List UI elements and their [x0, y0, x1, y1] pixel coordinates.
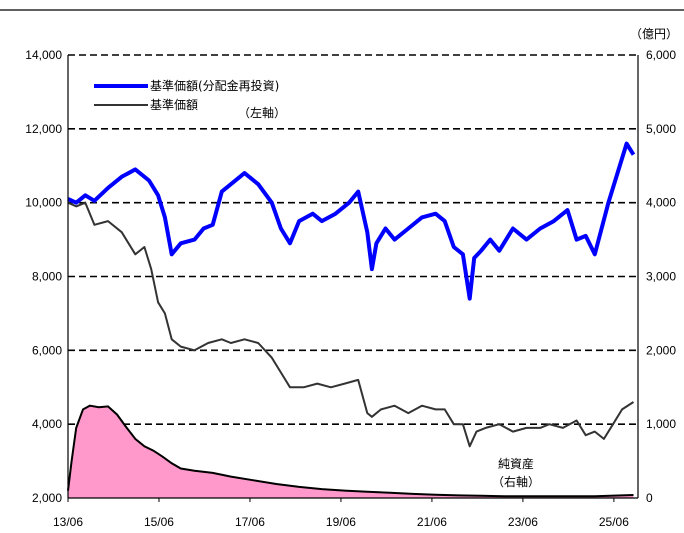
y-right-tick-label: 4,000	[646, 196, 676, 210]
y-right-tick-label: 6,000	[646, 48, 676, 62]
y-right-tick-label: 1,000	[646, 417, 676, 431]
x-tick-label: 19/06	[326, 515, 356, 529]
x-tick-label: 17/06	[235, 515, 265, 529]
y-right-tick-label: 5,000	[646, 122, 676, 136]
legend-label-reinvested: 基準価額(分配金再投資)	[150, 78, 279, 93]
x-tick-label: 25/06	[599, 515, 629, 529]
chart-marks	[67, 141, 636, 498]
x-tick-label: 13/06	[53, 515, 83, 529]
net-assets-area	[68, 405, 634, 498]
legend: 基準価額(分配金再投資) 基準価額 （左軸）	[94, 78, 286, 120]
net-assets-outline	[67, 404, 634, 498]
legend-axis-note: （左軸）	[238, 105, 286, 120]
nav-line	[67, 201, 635, 448]
y-right-tick-label: 0	[646, 491, 653, 505]
nav-reinvested-line	[67, 141, 636, 301]
x-tick-label: 21/06	[417, 515, 447, 529]
axes	[67, 55, 639, 502]
x-tick-label: 15/06	[144, 515, 174, 529]
tick-labels: 2,000 0 4,000 1,000 6,000 2,000 8,000 3,000 10,0…	[25, 48, 676, 529]
y-left-tick-label: 4,000	[32, 417, 62, 431]
y-left-tick-label: 2,000	[32, 491, 62, 505]
gridlines	[68, 54, 638, 425]
net-assets-axis-note: （右軸）	[492, 474, 540, 489]
y-left-tick-label: 6,000	[32, 343, 62, 357]
net-assets-label: 純資産	[498, 456, 534, 471]
y-right-tick-label: 3,000	[646, 270, 676, 284]
right-axis-unit: （億円）	[630, 27, 678, 41]
y-left-tick-label: 8,000	[32, 270, 62, 284]
legend-label-nav: 基準価額	[150, 97, 198, 112]
y-left-tick-label: 12,000	[25, 122, 62, 136]
y-left-tick-label: 10,000	[25, 196, 62, 210]
y-right-tick-label: 2,000	[646, 343, 676, 357]
y-left-tick-label: 14,000	[25, 48, 62, 62]
x-tick-label: 23/06	[508, 515, 538, 529]
